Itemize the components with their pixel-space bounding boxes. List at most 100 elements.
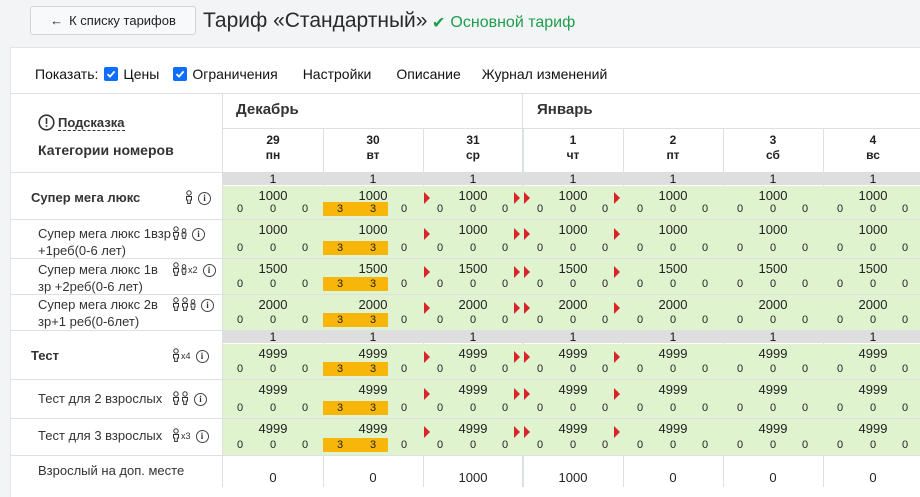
rate-cell[interactable] (623, 186, 723, 219)
day-number: 29 (266, 133, 280, 147)
availability-cell[interactable]: 1 (823, 331, 920, 343)
extra-bed-value[interactable]: 0 (369, 470, 377, 485)
rate-cell[interactable] (823, 186, 920, 219)
rate-cell[interactable] (623, 380, 723, 418)
rate-cell[interactable] (223, 380, 323, 418)
availability-cell[interactable]: 1 (823, 173, 920, 185)
rate-cell[interactable] (523, 220, 623, 258)
restriction-value: 3 (370, 363, 377, 375)
rate-cell[interactable] (223, 295, 323, 330)
rate-cell[interactable] (523, 295, 623, 330)
limit-value: 0 (570, 203, 577, 215)
info-icon[interactable]: i (202, 263, 216, 277)
rate-cell[interactable] (623, 344, 723, 379)
info-icon[interactable]: i (201, 298, 214, 312)
rate-cell[interactable] (623, 259, 723, 294)
settings-link[interactable]: Настройки (302, 66, 372, 82)
rate-cell[interactable] (723, 220, 823, 258)
availability-cell[interactable]: 1 (423, 173, 523, 185)
rate-cell[interactable] (823, 220, 920, 258)
rate-cell[interactable] (423, 186, 523, 219)
info-icon[interactable]: i (198, 191, 211, 205)
room-category-label[interactable]: Супер мега люкс (31, 190, 141, 205)
extra-bed-value[interactable]: 0 (669, 470, 677, 485)
info-icon[interactable]: i (194, 392, 207, 406)
rate-cell[interactable] (223, 186, 323, 219)
prices-checkbox[interactable] (104, 67, 119, 81)
rate-cell[interactable] (423, 380, 523, 418)
availability-cell[interactable]: 1 (723, 173, 823, 185)
rate-cell[interactable] (723, 344, 823, 379)
rate-cell[interactable] (423, 344, 523, 379)
hint-toggle[interactable]: Подсказка (38, 114, 125, 131)
extra-bed-value[interactable]: 1000 (458, 470, 488, 485)
prices-checkbox-label[interactable]: Цены (123, 66, 160, 82)
availability-cell[interactable]: 1 (623, 173, 723, 185)
room-category-label[interactable]: Тест для 2 взрослых (38, 391, 163, 406)
limit-value: 0 (302, 278, 309, 290)
rate-cell[interactable] (823, 344, 920, 379)
availability-cell[interactable]: 1 (523, 173, 623, 185)
rate-cell[interactable] (223, 259, 323, 294)
limits-checkbox[interactable] (173, 67, 188, 81)
room-category-label[interactable]: Тест (31, 348, 59, 363)
room-category-label[interactable]: Супер мега люкс 1в зр +2реб(0-6 лет) (38, 262, 158, 294)
info-icon[interactable]: i (192, 227, 205, 241)
limit-value: 0 (437, 242, 444, 254)
main-tariff-badge: ✔ Основной тариф (432, 13, 575, 33)
info-icon[interactable]: i (195, 429, 209, 443)
rate-cell[interactable] (423, 295, 523, 330)
rate-cell[interactable] (423, 419, 523, 455)
availability-cell[interactable]: 1 (223, 173, 323, 185)
room-category-label[interactable]: Супер мега люкс 2в зр+1 реб(0-6лет) (38, 297, 158, 329)
rate-cell[interactable] (523, 186, 623, 219)
room-category-label[interactable]: Тест для 3 взрослых (38, 428, 163, 443)
rate-cell[interactable] (723, 259, 823, 294)
rate-cell[interactable] (523, 259, 623, 294)
closed-departure-flag (614, 228, 620, 240)
closed-departure-flag (514, 351, 520, 363)
limit-value: 0 (401, 203, 408, 215)
rate-cell[interactable] (723, 380, 823, 418)
availability-cell[interactable]: 1 (723, 331, 823, 343)
rate-cell[interactable] (823, 380, 920, 418)
rate-cell[interactable] (223, 419, 323, 455)
rate-cell[interactable] (523, 380, 623, 418)
limits-checkbox-label[interactable]: Ограничения (192, 66, 278, 82)
availability-cell[interactable]: 1 (423, 331, 523, 343)
availability-cell[interactable]: 1 (623, 331, 723, 343)
rate-cell[interactable] (823, 259, 920, 294)
extra-bed-value[interactable]: 0 (769, 470, 777, 485)
day-number: 4 (869, 133, 877, 147)
info-icon[interactable]: i (195, 349, 209, 363)
changelog-link[interactable]: Журнал изменений (481, 66, 608, 82)
availability-cell[interactable]: 1 (523, 331, 623, 343)
rate-cell[interactable] (223, 220, 323, 258)
back-to-tariffs-button[interactable]: ← К списку тарифов (30, 6, 196, 35)
availability-cell[interactable]: 1 (323, 331, 423, 343)
rate-cell[interactable] (523, 419, 623, 455)
rate-cell[interactable] (423, 220, 523, 258)
limit-value: 0 (870, 203, 877, 215)
availability-cell[interactable]: 1 (323, 173, 423, 185)
rate-cell[interactable] (723, 186, 823, 219)
rate-cell[interactable] (223, 344, 323, 379)
rate-cell[interactable] (823, 295, 920, 330)
extra-bed-value[interactable]: 1000 (558, 470, 588, 485)
rate-cell[interactable] (623, 295, 723, 330)
day-number: 31 (466, 133, 480, 147)
description-link[interactable]: Описание (396, 66, 461, 82)
rate-cell[interactable] (523, 344, 623, 379)
rate-cell[interactable] (423, 259, 523, 294)
rate-cell[interactable] (723, 419, 823, 455)
limit-value: 0 (270, 242, 277, 254)
rate-cell[interactable] (723, 295, 823, 330)
room-category-label[interactable]: Супер мега люкс 1взр +1реб(0-6 лет) (38, 226, 171, 258)
rate-cell[interactable] (623, 419, 723, 455)
limit-value: 0 (902, 314, 909, 326)
rate-cell[interactable] (623, 220, 723, 258)
extra-bed-value[interactable]: 0 (869, 470, 877, 485)
rate-cell[interactable] (823, 419, 920, 455)
availability-cell[interactable]: 1 (223, 331, 323, 343)
extra-bed-value[interactable]: 0 (269, 470, 277, 485)
